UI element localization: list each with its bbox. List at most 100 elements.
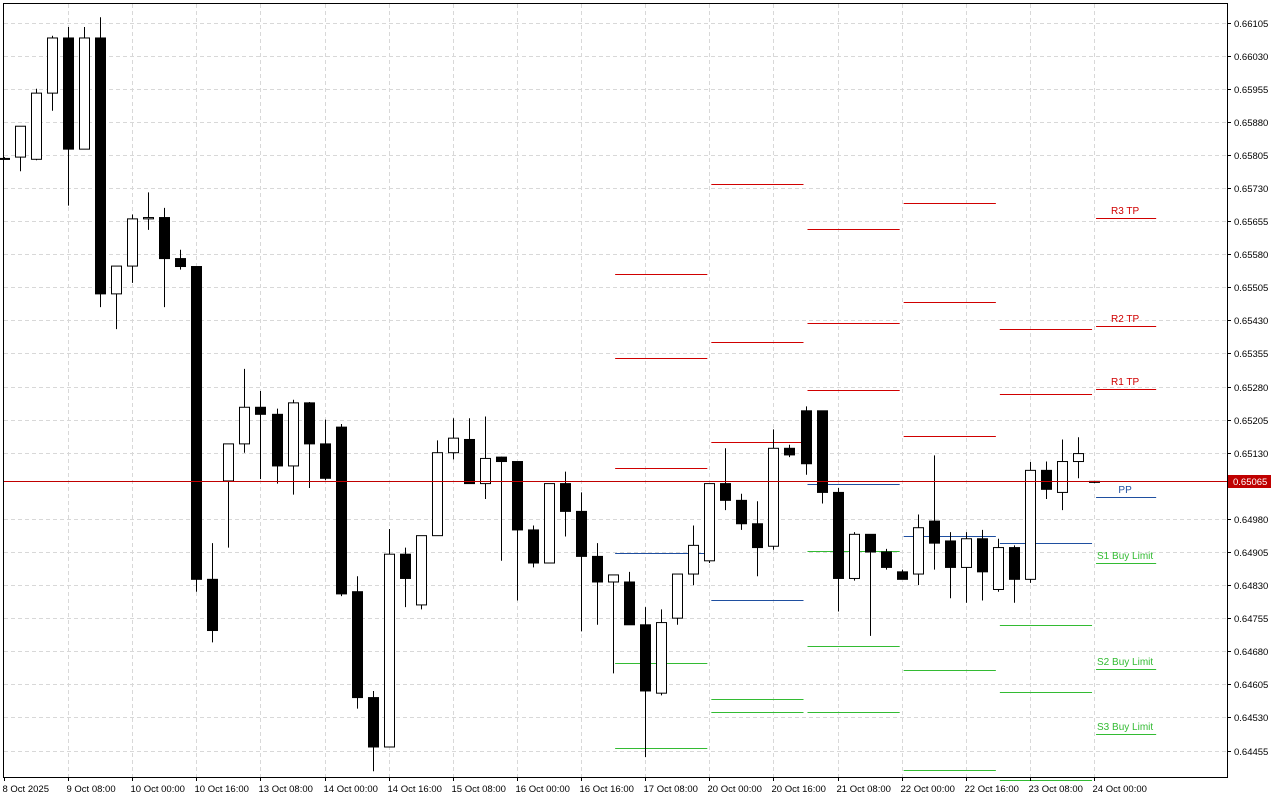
candle-body xyxy=(143,217,154,220)
candle-body xyxy=(320,443,331,479)
candle xyxy=(352,576,363,709)
candle-body xyxy=(95,37,106,295)
candle xyxy=(127,214,138,283)
y-tick-label: 0.65430 xyxy=(1234,316,1268,327)
candle-body xyxy=(416,535,427,606)
candle-body xyxy=(464,438,475,485)
x-tick-label: 14 Oct 00:00 xyxy=(324,784,378,795)
candle xyxy=(768,429,779,550)
candle xyxy=(159,207,170,308)
candle xyxy=(656,609,667,696)
candle-body xyxy=(945,540,956,568)
candle-body xyxy=(480,457,491,485)
current-price-line: 0.65065 xyxy=(4,475,1271,488)
y-tick-label: 0.65655 xyxy=(1234,217,1268,228)
x-tick-label: 10 Oct 00:00 xyxy=(131,784,185,795)
x-tick-label: 24 Oct 00:00 xyxy=(1093,784,1147,795)
candle-body xyxy=(608,574,619,583)
candle xyxy=(576,492,587,632)
candle xyxy=(945,532,956,599)
candle xyxy=(400,547,411,608)
x-tick-label: 13 Oct 08:00 xyxy=(259,784,313,795)
candle-body xyxy=(336,426,347,595)
candle-body xyxy=(801,410,812,465)
candle-body xyxy=(833,491,844,579)
candle-body xyxy=(528,529,539,564)
candle xyxy=(801,406,812,475)
candle-body xyxy=(159,217,170,260)
candle xyxy=(881,548,892,570)
x-tick-label: 16 Oct 00:00 xyxy=(516,784,570,795)
y-tick-label: 0.65205 xyxy=(1234,416,1268,427)
x-tick-label: 22 Oct 16:00 xyxy=(965,784,1019,795)
candle-body xyxy=(784,447,795,456)
candle xyxy=(624,571,635,626)
candle xyxy=(784,444,795,458)
candle-body xyxy=(768,447,779,547)
y-tick-label: 0.64680 xyxy=(1234,647,1268,658)
candle-body xyxy=(656,622,667,694)
candle xyxy=(416,535,427,610)
candle xyxy=(544,483,555,564)
candle-body xyxy=(849,533,860,579)
candle xyxy=(480,416,491,500)
candle-body xyxy=(640,624,651,692)
candle-body xyxy=(127,218,138,267)
x-tick-label: 21 Oct 08:00 xyxy=(837,784,891,795)
candle xyxy=(384,529,395,748)
candle xyxy=(897,569,908,580)
candle-body xyxy=(704,483,715,562)
candle-body xyxy=(897,571,908,580)
candle xyxy=(320,419,331,481)
candles xyxy=(0,17,1100,772)
candle xyxy=(207,543,218,643)
level-label-r2: R2 TP xyxy=(1111,314,1139,325)
candle-body xyxy=(368,697,379,748)
candle xyxy=(255,390,266,480)
candle-body xyxy=(31,92,42,160)
x-tick-label: 22 Oct 00:00 xyxy=(901,784,955,795)
candle-body xyxy=(272,413,283,467)
y-tick-label: 0.65730 xyxy=(1234,184,1268,195)
candle xyxy=(464,418,475,485)
candle xyxy=(143,192,154,230)
candle xyxy=(720,448,731,511)
x-tick-label: 8 Oct 2025 xyxy=(3,784,49,795)
y-tick-label: 0.64905 xyxy=(1234,548,1268,559)
candle-body xyxy=(961,538,972,568)
candle-body xyxy=(352,591,363,699)
candle-body xyxy=(544,483,555,564)
y-tick-label: 0.65280 xyxy=(1234,383,1268,394)
candle xyxy=(833,488,844,612)
candle xyxy=(31,88,42,161)
candle xyxy=(223,443,234,548)
y-tick-label: 0.64530 xyxy=(1234,713,1268,724)
candle-body xyxy=(592,555,603,583)
candle xyxy=(913,514,924,586)
candle-body xyxy=(993,547,1004,590)
candle xyxy=(79,26,90,150)
candle xyxy=(608,574,619,674)
y-tick-label: 0.64605 xyxy=(1234,680,1268,691)
candle-body xyxy=(304,402,315,445)
candle xyxy=(849,532,860,581)
candle-body xyxy=(400,553,411,579)
candle xyxy=(304,401,315,489)
current-price-badge xyxy=(1228,475,1271,488)
candle-body xyxy=(688,544,699,575)
candle xyxy=(929,455,940,570)
y-tick-label: 0.66030 xyxy=(1234,52,1268,63)
candle-body xyxy=(288,402,299,467)
pivot-levels xyxy=(615,184,1157,781)
candle-body xyxy=(15,125,26,158)
candle xyxy=(1073,437,1084,479)
candle-body xyxy=(1057,461,1068,493)
candle-body xyxy=(496,456,507,463)
candle xyxy=(432,440,443,537)
candle xyxy=(528,525,539,568)
x-tick-label: 23 Oct 08:00 xyxy=(1029,784,1083,795)
candle xyxy=(95,17,106,308)
current-price-label: 0.65065 xyxy=(1233,477,1267,488)
level-label-s2: S2 Buy Limit xyxy=(1097,657,1153,668)
plot-frame xyxy=(3,3,1228,778)
